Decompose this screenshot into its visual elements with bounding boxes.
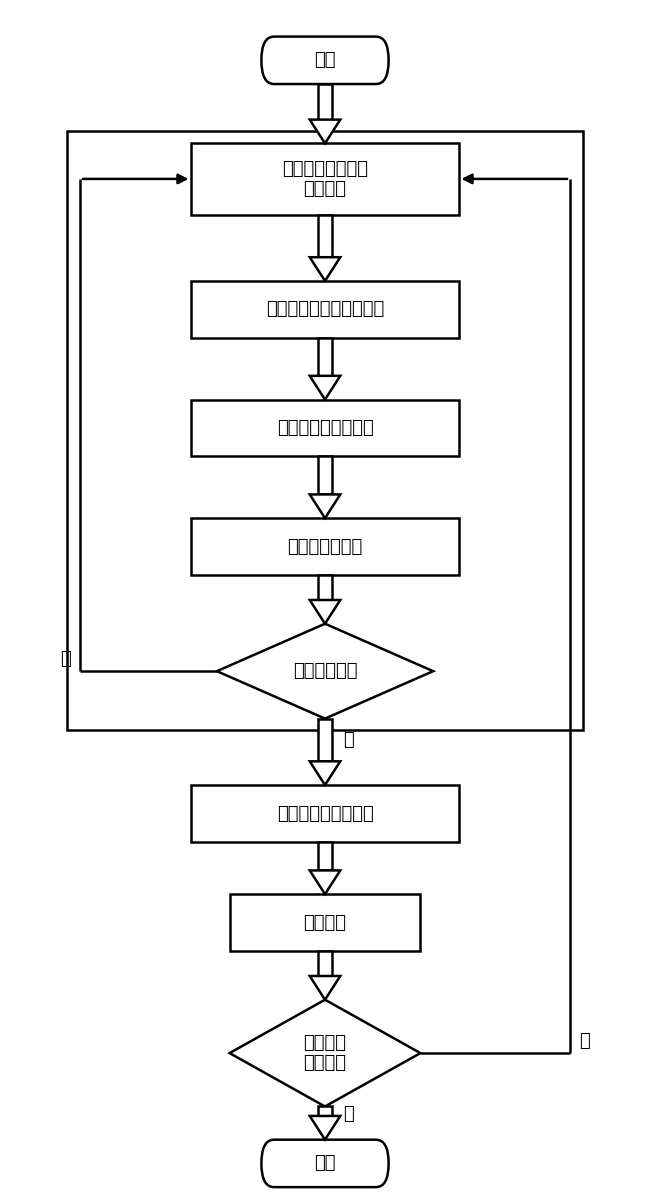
Polygon shape bbox=[310, 870, 340, 894]
Bar bbox=[318, 952, 332, 976]
Polygon shape bbox=[310, 976, 340, 1000]
FancyBboxPatch shape bbox=[261, 36, 389, 84]
Text: 结束: 结束 bbox=[314, 1154, 336, 1172]
Text: 主（子）站专用测试终端: 主（子）站专用测试终端 bbox=[266, 300, 384, 318]
Bar bbox=[318, 215, 332, 257]
Bar bbox=[68, 132, 582, 731]
Bar bbox=[229, 894, 421, 952]
Text: 否: 否 bbox=[579, 1032, 590, 1050]
Polygon shape bbox=[310, 376, 340, 400]
Text: 结果上送: 结果上送 bbox=[304, 913, 346, 931]
Bar bbox=[191, 785, 459, 842]
Bar bbox=[191, 143, 459, 215]
Polygon shape bbox=[310, 120, 340, 143]
Polygon shape bbox=[310, 257, 340, 281]
FancyBboxPatch shape bbox=[261, 1140, 389, 1187]
Bar bbox=[318, 84, 332, 120]
Bar bbox=[318, 719, 332, 761]
Text: 是: 是 bbox=[343, 1104, 354, 1122]
Polygon shape bbox=[217, 624, 433, 719]
Bar bbox=[318, 842, 332, 870]
Bar bbox=[191, 281, 459, 338]
Text: 假: 假 bbox=[60, 650, 71, 668]
Text: 信息真假确认: 信息真假确认 bbox=[292, 662, 358, 680]
Bar bbox=[318, 1106, 332, 1116]
Text: 主（子）站稳控装置: 主（子）站稳控装置 bbox=[277, 419, 373, 437]
Text: 执行站信息接收: 执行站信息接收 bbox=[287, 538, 363, 556]
Bar bbox=[318, 575, 332, 600]
Bar bbox=[318, 456, 332, 494]
Polygon shape bbox=[310, 1116, 340, 1140]
Text: 策略是否
执行完毕: 策略是否 执行完毕 bbox=[304, 1033, 346, 1073]
Bar bbox=[318, 338, 332, 376]
Text: 主（子）站策略验证: 主（子）站策略验证 bbox=[277, 804, 373, 822]
Polygon shape bbox=[310, 600, 340, 624]
Text: 开始: 开始 bbox=[314, 52, 336, 70]
Bar bbox=[191, 518, 459, 575]
Text: 自动主机测试平台
策略下发: 自动主机测试平台 策略下发 bbox=[282, 160, 368, 198]
Polygon shape bbox=[229, 1000, 421, 1106]
Bar bbox=[191, 400, 459, 456]
Text: 真: 真 bbox=[343, 731, 354, 749]
Polygon shape bbox=[310, 761, 340, 785]
Polygon shape bbox=[310, 494, 340, 518]
